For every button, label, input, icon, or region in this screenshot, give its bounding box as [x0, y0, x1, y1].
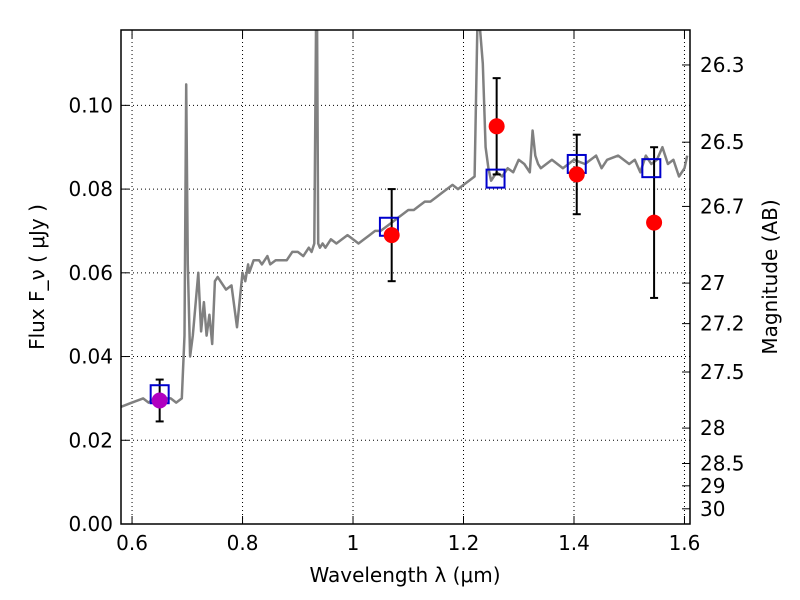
- axis-ticks: [121, 30, 690, 525]
- right-tick-label: 28.5: [700, 451, 745, 475]
- x-tick-label: 0.6: [116, 531, 148, 555]
- right-tick-label: 26.7: [700, 194, 745, 218]
- observed-points: [151, 118, 663, 409]
- right-tick-label: 26.5: [700, 130, 745, 154]
- x-tick-label: 0.8: [227, 531, 259, 555]
- observed-point: [383, 227, 400, 244]
- y-axis-right-label: Magnitude (AB): [758, 199, 782, 354]
- spectrum-line: [121, 30, 689, 408]
- y-tick-label: 0.08: [68, 177, 113, 201]
- model-boxes: [149, 153, 662, 405]
- y-tick-label: 0.04: [68, 345, 113, 369]
- observed-point: [646, 214, 663, 231]
- model-box: [485, 168, 506, 189]
- right-tick-label: 30: [700, 497, 725, 521]
- y-tick-label: 0.06: [68, 261, 113, 285]
- grid-lines: [121, 30, 690, 525]
- plot-frame: [120, 29, 691, 525]
- y-tick-label: 0.00: [68, 512, 113, 536]
- observed-point: [488, 118, 505, 135]
- y-tick-label: 0.10: [68, 93, 113, 117]
- x-tick-label: 1.4: [558, 531, 590, 555]
- x-axis-label: Wavelength λ (μm): [309, 563, 500, 587]
- right-tick-label: 27: [700, 271, 725, 295]
- x-tick-label: 1.6: [669, 531, 701, 555]
- observed-point: [568, 166, 585, 183]
- y-tick-label: 0.02: [68, 428, 113, 452]
- model-box: [641, 158, 662, 179]
- right-tick-label: 27.5: [700, 360, 745, 384]
- x-tick-label: 1.2: [448, 531, 480, 555]
- y-axis-label: Flux F_ν ( μJy ): [25, 204, 49, 350]
- observed-point: [151, 392, 168, 409]
- axis-tick-labels: 0.6 0.8 1 1.2 1.4 1.6 0.00 0.02 0.04 0.06 0.08 0.10…: [68, 53, 744, 555]
- right-tick-label: 27.2: [700, 312, 745, 336]
- right-tick-label: 29: [700, 474, 725, 498]
- right-tick-label: 26.3: [700, 53, 745, 77]
- right-tick-label: 28: [700, 416, 725, 440]
- x-tick-label: 1: [347, 531, 360, 555]
- errorbars: [155, 77, 659, 423]
